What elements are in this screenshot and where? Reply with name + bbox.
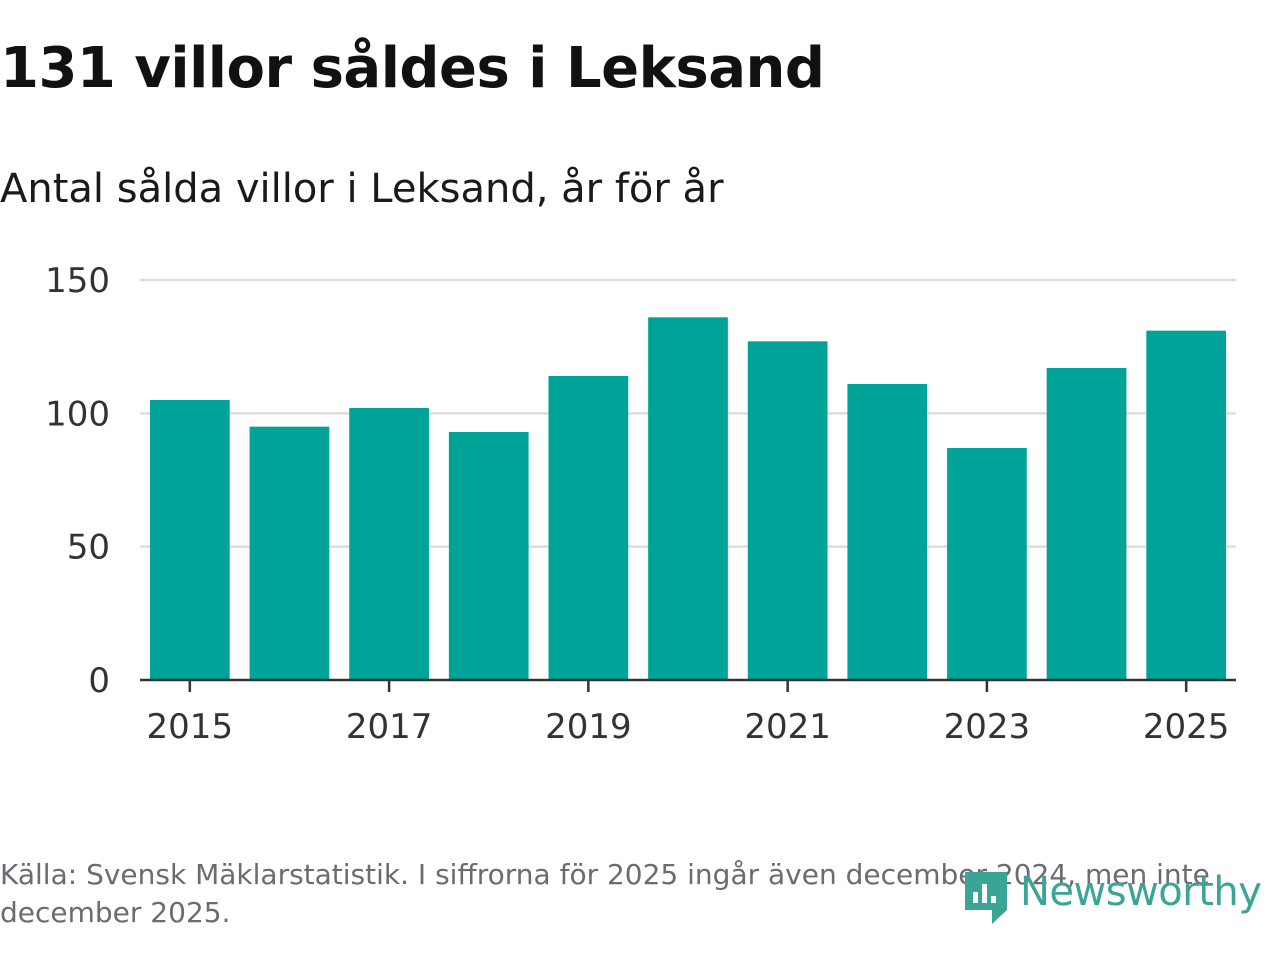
y-tick-label: 0 [88,661,110,701]
bar-2017 [349,408,429,680]
x-tick-label: 2015 [147,707,234,747]
newsworthy-logo: Newsworthy [962,858,1262,926]
x-axis-ticks: 2015 2017 2019 2021 2023 2025 [147,680,1230,747]
bar-2023 [947,448,1027,680]
bar-2025 [1146,330,1227,680]
bar-2020 [648,317,728,680]
y-axis-ticks: 0 50 100 150 [45,261,110,701]
bar-2019 [548,376,629,680]
bars [149,317,1227,680]
x-tick-label: 2019 [545,707,632,747]
source-note: Källa: Svensk Mäklarstatistik. I siffror… [0,858,1210,929]
bar-2018 [448,432,529,680]
bar-2024 [1046,368,1127,680]
bar-2021 [747,341,828,680]
x-tick-label: 2021 [744,707,831,747]
newsworthy-logo-icon [965,872,1007,924]
chart-subtitle: Antal sålda villor i Leksand, år för år [0,166,724,212]
y-tick-label: 50 [67,528,110,568]
bar-2015 [149,400,230,680]
y-tick-label: 100 [45,394,110,434]
y-tick-label: 150 [45,261,110,301]
chart-title: 131 villor såldes i Leksand [0,36,825,101]
x-tick-label: 2017 [346,707,433,747]
x-tick-label: 2025 [1143,707,1230,747]
bar-2022 [847,384,928,680]
bar-2016 [249,426,330,680]
x-tick-label: 2023 [944,707,1031,747]
bar-chart: 0 50 100 150 2015 2017 2019 2021 2023 2025 [45,261,1236,747]
logo-wordmark: Newsworthy [1020,869,1262,915]
